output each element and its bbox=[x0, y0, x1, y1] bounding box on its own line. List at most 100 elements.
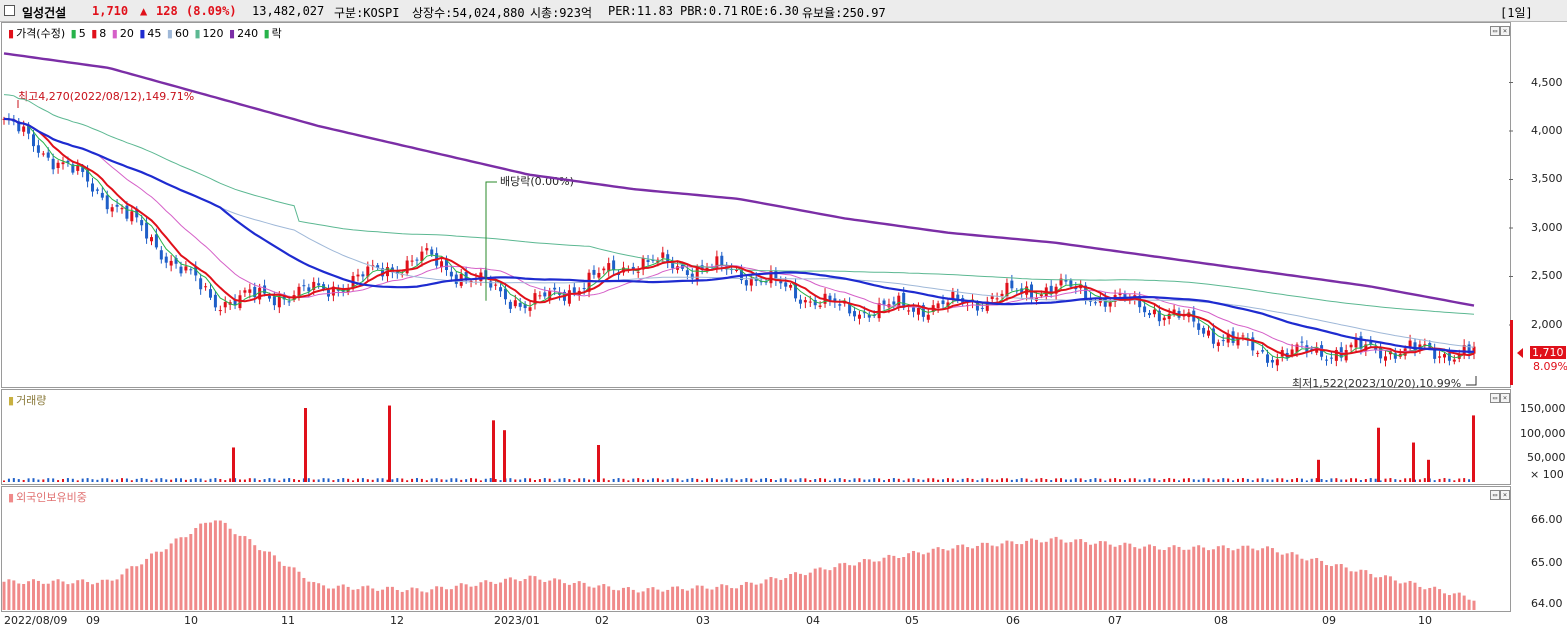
volume-bar bbox=[1300, 478, 1303, 482]
foreign-ratio-bar bbox=[621, 587, 625, 610]
foreign-ratio-bar bbox=[1256, 550, 1260, 610]
candle-body bbox=[31, 134, 35, 147]
volume-bar bbox=[170, 479, 173, 482]
candle-body bbox=[440, 261, 444, 268]
volume-bar bbox=[204, 480, 207, 482]
volume-bar bbox=[1463, 478, 1466, 482]
volume-spike bbox=[232, 447, 235, 482]
candle-body bbox=[376, 265, 380, 269]
volume-bar bbox=[189, 479, 192, 482]
per-value: PER:11.83 bbox=[608, 4, 674, 18]
candle-body bbox=[838, 304, 842, 306]
volume-bar bbox=[681, 480, 684, 482]
legend-ma60: 60 bbox=[174, 27, 189, 40]
foreign-ratio-bar bbox=[174, 538, 178, 610]
foreign-ratio-bar bbox=[1010, 541, 1014, 610]
ma240-line bbox=[3, 52, 1475, 307]
foreign-ratio-bar bbox=[838, 563, 842, 610]
foreign-ratio-bar bbox=[71, 583, 75, 610]
foreign-ratio-bar bbox=[607, 586, 611, 610]
foreign-ratio-bar bbox=[400, 591, 404, 610]
volume-bar bbox=[1237, 478, 1240, 482]
foreign-ratio-bar bbox=[1187, 549, 1191, 610]
volume-bar bbox=[465, 479, 468, 482]
foreign-ratio-bar bbox=[199, 523, 203, 610]
foreign-ratio-bar bbox=[1167, 547, 1171, 610]
y-tick: × 100 bbox=[1530, 468, 1564, 481]
candle-body bbox=[317, 283, 321, 286]
candle-body bbox=[105, 195, 109, 210]
candle-body bbox=[690, 273, 694, 279]
up-arrow-icon: ▲ bbox=[140, 4, 148, 18]
minimize-icon[interactable]: ▭ bbox=[1490, 26, 1500, 36]
volume-bar bbox=[150, 480, 153, 482]
volume-bar bbox=[7, 478, 10, 482]
volume-bar bbox=[234, 478, 237, 482]
y-tick: 4,500 bbox=[1531, 76, 1563, 89]
foreign-ratio-bar bbox=[990, 545, 994, 610]
volume-bar bbox=[1369, 478, 1372, 482]
candle-body bbox=[1452, 359, 1456, 362]
candle-body bbox=[1290, 349, 1294, 355]
foreign-ratio-bar bbox=[818, 567, 822, 610]
candle-body bbox=[76, 165, 80, 171]
volume-bar bbox=[396, 478, 399, 482]
volume-bar bbox=[1453, 480, 1456, 482]
foreign-ratio-bar bbox=[695, 585, 699, 610]
x-tick: 12 bbox=[390, 614, 404, 627]
candle-body bbox=[897, 295, 901, 308]
minimize-icon[interactable]: ▭ bbox=[1490, 393, 1500, 403]
candle-body bbox=[774, 270, 778, 281]
volume-bar bbox=[253, 478, 256, 482]
foreign-ratio-bar bbox=[410, 587, 414, 610]
candle-body bbox=[381, 268, 385, 277]
candle-body bbox=[272, 296, 276, 306]
volume-spike bbox=[597, 445, 600, 482]
candle-body bbox=[941, 300, 945, 305]
price-change-pct: (8.09%) bbox=[186, 4, 237, 18]
close-icon[interactable]: × bbox=[1500, 26, 1510, 36]
volume-bar bbox=[297, 479, 300, 482]
volume-bar bbox=[927, 478, 930, 482]
volume-bar bbox=[1182, 478, 1185, 482]
candle-body bbox=[1443, 354, 1447, 358]
price-panel[interactable]: ▮ 가격(수정) ▮ 5 ▮ 8 ▮ 20 ▮ 45 ▮ 60 ▮ 120 ▮ 240 ▮ 락 bbox=[1, 22, 1511, 388]
volume-value: 13,482,027 bbox=[252, 4, 325, 18]
volume-bar bbox=[312, 479, 315, 482]
close-icon[interactable]: × bbox=[1500, 393, 1510, 403]
candle-body bbox=[651, 259, 655, 261]
y-tick: 150,000 bbox=[1520, 402, 1566, 415]
volume-bar bbox=[1158, 480, 1161, 482]
candle-body bbox=[110, 207, 114, 212]
volume-bar bbox=[42, 479, 45, 482]
volume-bar bbox=[455, 478, 458, 482]
volume-bar bbox=[1173, 478, 1176, 482]
foreign-ratio-bar bbox=[1349, 571, 1353, 610]
foreign-ratio-bar bbox=[1408, 580, 1412, 610]
volume-spike bbox=[1317, 459, 1320, 482]
candle-body bbox=[405, 260, 409, 274]
volume-bar bbox=[1330, 478, 1333, 482]
foreign-ratio-bar bbox=[46, 583, 50, 610]
minimize-icon[interactable]: ▭ bbox=[1490, 490, 1500, 500]
volume-bar bbox=[499, 480, 502, 482]
candle-body bbox=[656, 259, 660, 263]
candle-body bbox=[1388, 351, 1392, 355]
foreign-ratio-bar bbox=[548, 580, 552, 610]
select-checkbox[interactable] bbox=[4, 5, 15, 16]
volume-panel[interactable]: ▮ 거래량 bbox=[1, 389, 1511, 485]
volume-bar bbox=[116, 479, 119, 482]
close-icon[interactable]: × bbox=[1500, 490, 1510, 500]
candle-body bbox=[794, 283, 798, 299]
candle-body bbox=[154, 234, 158, 248]
candle-body bbox=[818, 305, 822, 307]
volume-bar bbox=[1197, 479, 1200, 482]
candle-body bbox=[661, 252, 665, 258]
foreign-ratio-bar bbox=[459, 583, 463, 610]
volume-bar bbox=[981, 478, 984, 482]
period-selector[interactable]: [1일] bbox=[1500, 6, 1533, 20]
ma45-line bbox=[3, 117, 1475, 353]
candle-body bbox=[907, 310, 911, 312]
candle-body bbox=[646, 260, 650, 262]
reserve-ratio: 유보율:250.97 bbox=[802, 6, 886, 20]
